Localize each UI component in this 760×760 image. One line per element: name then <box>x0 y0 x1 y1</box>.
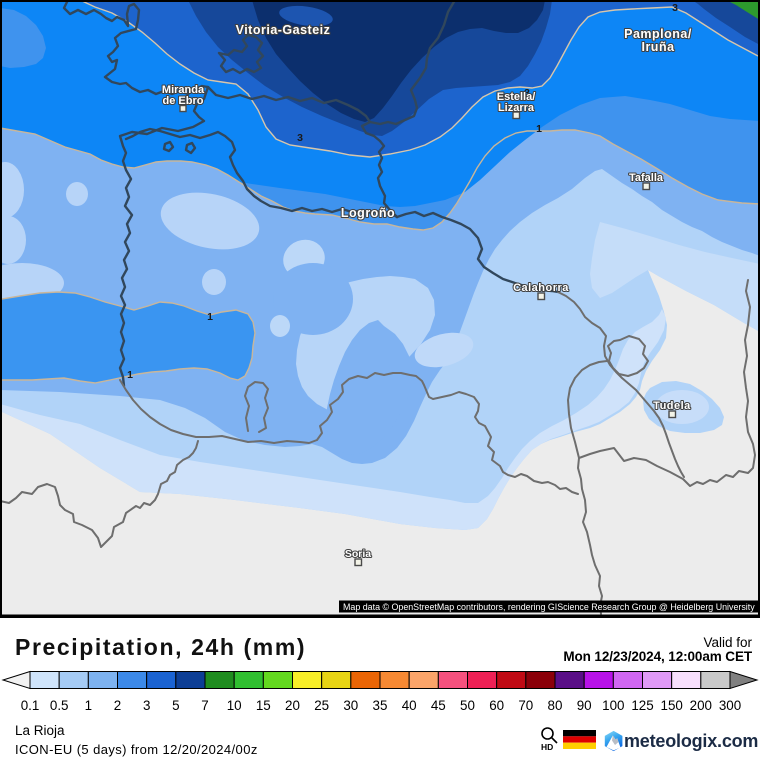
svg-text:Iruña: Iruña <box>641 40 675 54</box>
svg-text:1: 1 <box>85 698 92 711</box>
svg-text:7: 7 <box>201 698 208 711</box>
svg-text:Soria: Soria <box>345 548 371 560</box>
svg-text:10: 10 <box>227 698 242 711</box>
svg-text:50: 50 <box>460 698 475 711</box>
svg-text:Tafalla: Tafalla <box>629 172 664 184</box>
svg-text:meteologix.com: meteologix.com <box>624 731 758 751</box>
svg-text:30: 30 <box>343 698 358 711</box>
svg-text:1: 1 <box>536 123 542 135</box>
svg-text:Pamplona/: Pamplona/ <box>624 27 692 41</box>
svg-text:70: 70 <box>518 698 533 711</box>
svg-text:1: 1 <box>207 311 213 323</box>
svg-text:150: 150 <box>661 698 683 711</box>
svg-text:Vitoria-Gasteiz: Vitoria-Gasteiz <box>236 23 331 37</box>
svg-text:Estella/: Estella/ <box>497 91 536 103</box>
svg-text:0.1: 0.1 <box>21 698 40 711</box>
svg-text:25: 25 <box>314 698 329 711</box>
svg-text:200: 200 <box>690 698 712 711</box>
svg-text:Miranda: Miranda <box>162 84 205 96</box>
svg-text:2: 2 <box>114 698 121 711</box>
svg-text:20: 20 <box>285 698 300 711</box>
svg-text:125: 125 <box>631 698 653 711</box>
svg-text:35: 35 <box>373 698 388 711</box>
svg-text:60: 60 <box>489 698 504 711</box>
svg-text:80: 80 <box>548 698 563 711</box>
svg-text:Calahorra: Calahorra <box>513 282 569 294</box>
svg-text:1: 1 <box>127 369 133 381</box>
svg-text:15: 15 <box>256 698 271 711</box>
svg-text:45: 45 <box>431 698 446 711</box>
svg-text:300: 300 <box>719 698 741 711</box>
svg-text:3: 3 <box>524 87 530 99</box>
svg-text:de Ebro: de Ebro <box>163 95 204 107</box>
svg-text:Tudela: Tudela <box>653 400 691 412</box>
svg-text:90: 90 <box>577 698 592 711</box>
svg-text:3: 3 <box>143 698 150 711</box>
svg-text:HD: HD <box>541 742 553 752</box>
svg-text:5: 5 <box>172 698 179 711</box>
svg-text:3: 3 <box>672 2 678 14</box>
svg-text:3: 3 <box>297 132 303 144</box>
svg-text:0.5: 0.5 <box>50 698 69 711</box>
svg-text:Logroño: Logroño <box>341 206 395 220</box>
svg-text:Lizarra: Lizarra <box>498 102 535 114</box>
svg-text:40: 40 <box>402 698 417 711</box>
svg-text:Map data © OpenStreetMap contr: Map data © OpenStreetMap contributors, r… <box>343 602 755 612</box>
svg-text:100: 100 <box>602 698 624 711</box>
